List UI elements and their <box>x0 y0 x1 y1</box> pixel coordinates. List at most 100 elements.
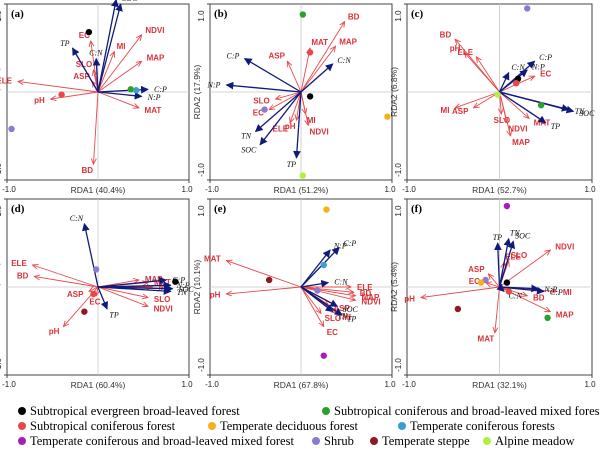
env-vector-map <box>97 61 142 93</box>
response-label-n-p: N:P <box>333 241 347 250</box>
response-vector-tp <box>300 286 343 316</box>
y-tick-label: -1.0 <box>197 163 206 177</box>
response-vector-c-n <box>82 222 99 288</box>
response-label-tp: TP <box>551 122 560 131</box>
legend-item: Temperate steppe <box>370 434 470 448</box>
x-axis-label: RDA1 (52.7%) <box>472 185 527 195</box>
env-label-ph: pH <box>34 96 45 105</box>
site-point-subtropical-coniferous-forest <box>306 49 314 56</box>
env-label-map: MAP <box>339 37 357 46</box>
legend-item: Alpine meadow <box>483 434 575 448</box>
response-vector-c-p <box>499 286 545 295</box>
legend-label: Subtropical evergreen broad-leaved fores… <box>30 404 240 418</box>
y-axis-label: RDA2 (10.1%) <box>192 259 202 314</box>
env-vector-bd <box>93 91 99 164</box>
site-point-temperate-coniferous-forests <box>133 87 140 94</box>
y-tick-label: -1.0 <box>0 358 3 372</box>
env-label-ele: ELE <box>458 48 474 57</box>
site-point-temperate-coniferous-forests <box>320 261 327 269</box>
env-vector-ele <box>32 265 99 288</box>
response-vector-tp <box>71 47 99 93</box>
env-label-map: MAP <box>556 310 574 319</box>
legend-marker-icon <box>398 422 406 431</box>
env-label-ph: pH <box>404 294 415 303</box>
response-label-tn: TN <box>177 288 187 297</box>
response-label-c-n: C:N <box>89 49 103 58</box>
response-label-n-p: N:P <box>147 93 161 102</box>
env-label-mat: MAT <box>311 38 328 47</box>
response-label-c-p: C:P <box>343 239 356 248</box>
env-vector-bd <box>34 276 99 288</box>
x-tick-label: -1.0 <box>2 380 16 389</box>
response-vector-c-p <box>243 58 302 93</box>
env-label-ph: pH <box>210 291 221 300</box>
legend-item: Temperate coniferous and broad-leaved mi… <box>18 434 294 448</box>
response-label-c-n: C:N <box>508 292 522 301</box>
x-tick-label: -1.0 <box>402 380 416 389</box>
env-label-ele: ELE <box>357 283 373 292</box>
env-vector-ph <box>464 52 500 93</box>
env-label-mi: MI <box>342 313 351 322</box>
response-label-soc: SOC <box>179 285 195 294</box>
legend-item: Subtropical coniferous forest <box>18 419 175 433</box>
x-tick-label: -1.0 <box>205 380 219 389</box>
x-tick-label: 1.0 <box>181 380 193 389</box>
legend-marker-icon <box>18 407 26 416</box>
env-label-bd: BD <box>360 289 372 298</box>
y-tick-label: 1.0 <box>394 10 403 22</box>
x-axis-label: RDA1 (51.2%) <box>274 185 329 195</box>
env-label-asp: ASP <box>468 265 485 274</box>
legend-label: Temperate coniferous and broad-leaved mi… <box>30 434 294 448</box>
env-label-ec: EC <box>540 70 551 79</box>
env-vector-ph <box>226 286 302 294</box>
response-label-c-n: C:N <box>334 278 348 287</box>
env-label-mat: MAT <box>204 255 221 264</box>
panel-label: (a) <box>11 8 24 20</box>
env-label-ph: pH <box>450 44 461 53</box>
y-tick-label: 1.0 <box>197 10 206 22</box>
legend-label: Subtropical coniferous and broad-leaved … <box>334 404 600 418</box>
env-vector-bd <box>300 22 345 93</box>
env-label-mat: MAT <box>145 106 162 115</box>
env-label-bd: BD <box>17 271 29 280</box>
env-vector-ndvi <box>300 286 356 300</box>
response-label-tn: TN <box>241 132 251 141</box>
env-vector-mi <box>97 52 114 93</box>
legend-marker-icon <box>322 407 330 416</box>
env-label-ndvi: NDVI <box>145 26 164 35</box>
env-label-ndvi: NDVI <box>361 298 380 307</box>
env-label-ele: ELE <box>0 77 13 86</box>
response-label-c-p: C:P <box>154 85 167 94</box>
x-axis-label: RDA1 (60.4%) <box>71 380 126 390</box>
env-label-ec: EC <box>89 298 100 307</box>
legend-marker-icon <box>483 437 491 446</box>
response-label-tp: TP <box>347 315 356 324</box>
response-vector-soc <box>97 3 123 93</box>
legend-item: Temperate coniferous forests <box>398 419 555 433</box>
panel-label: (c) <box>411 8 424 20</box>
env-label-ph: pH <box>49 327 60 336</box>
legend-item: Shrub <box>312 434 354 448</box>
x-tick-label: 1.0 <box>584 185 596 194</box>
site-point-alpine-meadow <box>494 91 501 98</box>
response-label-c-p: C:P <box>172 275 185 284</box>
legend-item: Temperate deciduous forest <box>208 419 358 433</box>
env-label-bd: BD <box>82 166 94 175</box>
x-tick-label: 1.0 <box>384 380 396 389</box>
x-tick-label: -1.0 <box>2 185 16 194</box>
env-label-mi: MI <box>159 283 168 292</box>
legend-label: Temperate deciduous forest <box>220 419 358 433</box>
response-vector-soc <box>498 240 516 288</box>
site-point-subtropical-coniferous-forest <box>512 80 520 87</box>
site-point-subtropical-coniferous-and-broad-leaved-mixed-forest <box>299 11 307 18</box>
response-vector-tn <box>498 237 512 288</box>
site-point-temperate-coniferous-and-broad-leaved-mixed-forest <box>320 352 327 359</box>
env-vector-slo <box>300 286 321 313</box>
response-vector-tp <box>97 286 109 310</box>
env-vector-asp <box>287 61 302 93</box>
env-label-asp: ASP <box>268 52 285 61</box>
response-label-soc: SOC <box>579 109 595 118</box>
response-vector-c-n <box>300 279 330 288</box>
legend-label: Subtropical coniferous forest <box>30 419 176 433</box>
env-vector-mat <box>495 286 500 333</box>
